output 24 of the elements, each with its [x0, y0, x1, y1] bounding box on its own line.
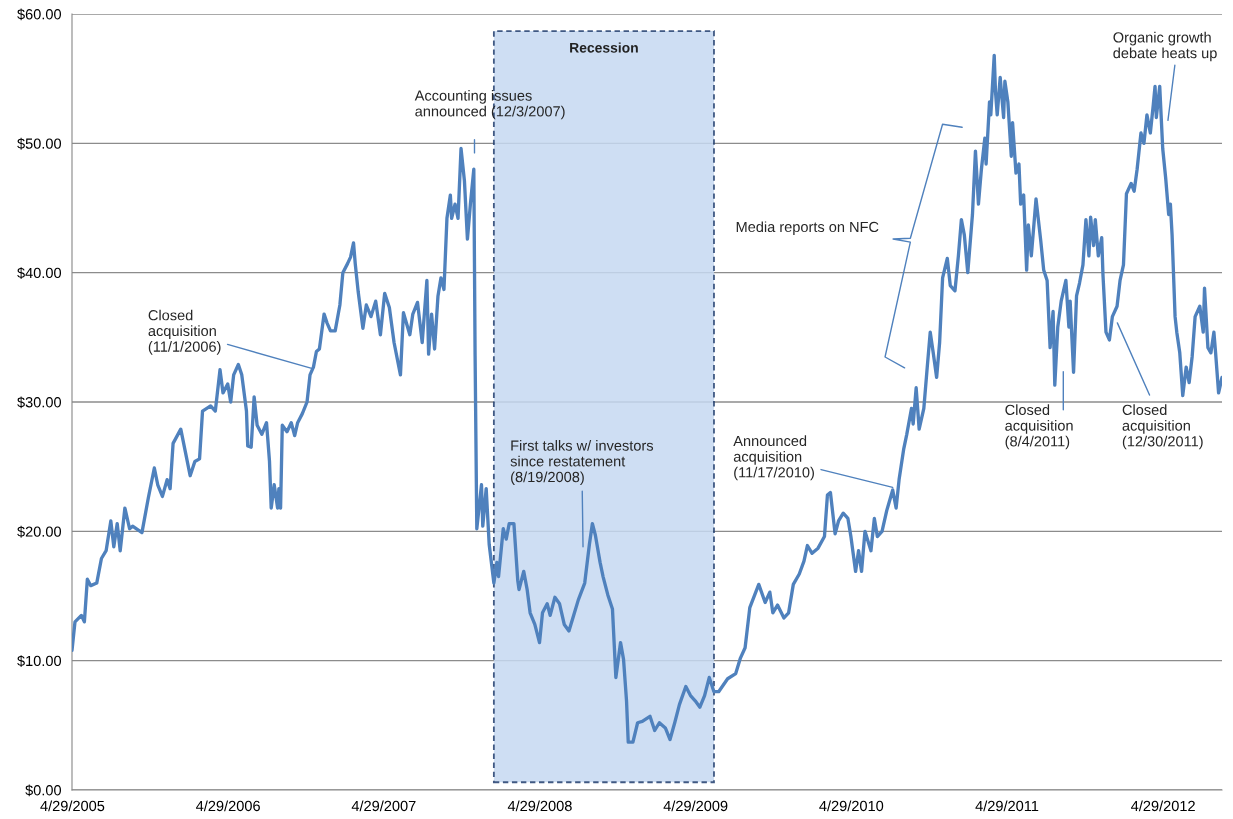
x-tick-label: 4/29/2005 [40, 800, 105, 812]
y-tick-label: $30.00 [17, 396, 62, 409]
y-tick-label: $60.00 [17, 8, 62, 21]
y-tick-label: $40.00 [17, 267, 62, 279]
y-tick-label: $50.00 [17, 137, 62, 150]
band-label: Recession [570, 42, 638, 53]
annotation: Closed acquisition (12/30/2011) [1122, 404, 1203, 450]
y-tick-label: $20.00 [17, 525, 62, 538]
x-tick-label: 4/29/2007 [351, 800, 416, 812]
annotation: Media reports on NFC [736, 221, 879, 235]
x-tick-label: 4/29/2010 [819, 800, 884, 812]
x-tick-label: 4/29/2008 [507, 800, 572, 812]
annotation: Announced acquisition (11/17/2010) [733, 435, 814, 481]
annotation: Accounting issues announced (12/3/2007) [414, 90, 565, 120]
annotation: Organic growth debate heats up [1113, 31, 1217, 62]
annotation: Closed acquisition (8/4/2011) [1005, 404, 1073, 450]
annotation: First talks w/ investors since restatement (8/19/2008) [510, 440, 654, 486]
y-tick-label: $10.00 [17, 655, 62, 667]
x-tick-label: 4/29/2012 [1131, 800, 1195, 812]
y-tick-label: $0.00 [25, 784, 62, 797]
x-tick-label: 4/29/2011 [975, 800, 1039, 812]
annotation: Closed acquisition (11/1/2006) [148, 309, 221, 355]
x-tick-label: 4/29/2006 [196, 800, 260, 812]
x-tick-label: 4/29/2009 [663, 800, 728, 812]
